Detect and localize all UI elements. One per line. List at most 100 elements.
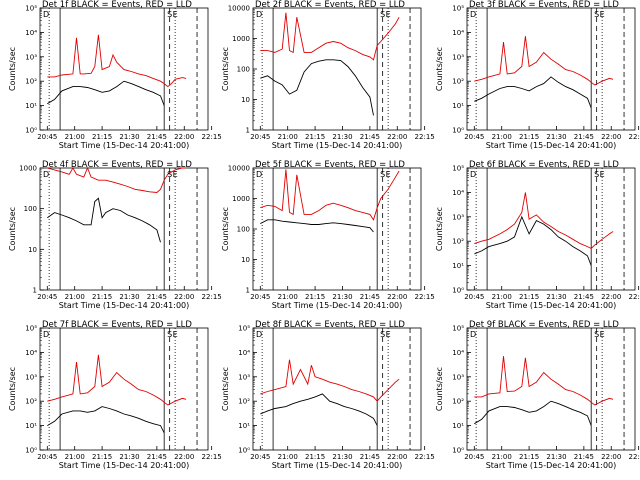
lld-series — [474, 36, 614, 86]
flag-d: D — [256, 170, 262, 179]
x-tick-label: 22:15 — [202, 453, 222, 461]
y-tick-label: 10³ — [452, 213, 464, 221]
x-tick-label: 21:30 — [332, 133, 352, 141]
x-tick-label: 22:15 — [629, 453, 640, 461]
events-series — [47, 80, 165, 106]
y-axis-label: Counts/sec — [221, 367, 230, 411]
x-tick-label: 22:15 — [629, 133, 640, 141]
y-axis-label: Counts/sec — [435, 207, 444, 251]
y-tick-label: 10 — [28, 246, 37, 254]
x-tick-label: 21:30 — [332, 293, 352, 301]
x-tick-label: 21:15 — [519, 133, 539, 141]
x-tick-label: 21:45 — [147, 453, 167, 461]
x-tick-label: 21:00 — [492, 293, 512, 301]
flag-d: D — [470, 10, 476, 19]
events-series — [474, 400, 592, 426]
x-tick-label: 22:00 — [387, 453, 407, 461]
y-tick-label: 10⁰ — [25, 447, 37, 455]
x-tick-label: 22:00 — [174, 133, 194, 141]
x-tick-label: 21:15 — [92, 133, 112, 141]
flag-s: S — [594, 10, 599, 19]
y-tick-label: 10⁰ — [238, 447, 250, 455]
y-tick-label: 10⁰ — [452, 287, 464, 295]
chart-title: Det 5f BLACK = Events, RED = LLD — [255, 160, 405, 170]
y-tick-label: 1 — [33, 287, 37, 295]
y-tick-label: 10⁵ — [238, 325, 250, 333]
y-tick-label: 10 — [241, 96, 250, 104]
x-axis-label: Start Time (15-Dec-14 20:41:00) — [486, 301, 617, 310]
x-tick-label: 21:30 — [119, 293, 139, 301]
y-tick-label: 10⁵ — [25, 5, 37, 13]
flag-s: S — [380, 170, 385, 179]
x-axis-label: Start Time (15-Dec-14 20:41:00) — [272, 461, 403, 470]
x-tick-label: 21:30 — [332, 453, 352, 461]
flag-e: E — [386, 10, 391, 19]
events-series — [47, 197, 161, 243]
x-axis-label: Start Time (15-Dec-14 20:41:00) — [272, 301, 403, 310]
plot-frame — [252, 167, 422, 291]
x-tick-label: 21:45 — [360, 293, 380, 301]
y-axis-label: Counts/sec — [221, 207, 230, 251]
chart-title: Det 6f BLACK = Events, RED = LLD — [469, 160, 619, 170]
x-tick-label: 22:00 — [601, 453, 621, 461]
y-tick-label: 10⁵ — [452, 5, 464, 13]
x-tick-label: 21:15 — [92, 293, 112, 301]
y-tick-label: 10³ — [452, 373, 464, 381]
flag-s: S — [380, 10, 385, 19]
y-tick-label: 10⁴ — [452, 29, 464, 37]
x-tick-label: 22:00 — [387, 133, 407, 141]
x-tick-label: 20:45 — [37, 133, 57, 141]
x-axis-label: Start Time (15-Dec-14 20:41:00) — [272, 141, 403, 150]
x-tick-label: 21:00 — [278, 133, 298, 141]
chart-title: Det 2f BLACK = Events, RED = LLD — [255, 0, 405, 10]
flag-d: D — [43, 170, 49, 179]
chart-title: Det 9f BLACK = Events, RED = LLD — [469, 320, 619, 330]
plot-frame — [466, 167, 636, 291]
y-axis-label: Counts/sec — [435, 367, 444, 411]
y-axis-label: Counts/sec — [8, 367, 17, 411]
x-tick-label: 20:45 — [464, 293, 484, 301]
x-tick-label: 20:45 — [250, 293, 270, 301]
plot-frame — [252, 327, 422, 451]
x-tick-label: 20:45 — [37, 453, 57, 461]
y-tick-label: 1000 — [232, 195, 250, 203]
x-tick-label: 21:15 — [519, 293, 539, 301]
x-tick-label: 20:45 — [250, 453, 270, 461]
x-axis-label: Start Time (15-Dec-14 20:41:00) — [486, 141, 617, 150]
plot-frame — [466, 327, 636, 451]
x-tick-label: 22:00 — [601, 133, 621, 141]
x-tick-label: 22:00 — [174, 293, 194, 301]
flag-e: E — [386, 330, 391, 339]
x-tick-label: 21:45 — [360, 453, 380, 461]
x-tick-label: 20:45 — [464, 133, 484, 141]
y-tick-label: 10000 — [228, 165, 250, 173]
events-series — [260, 219, 374, 233]
lld-series — [47, 166, 187, 193]
x-tick-label: 22:15 — [202, 133, 222, 141]
plot-frame — [39, 327, 209, 451]
y-tick-label: 10⁴ — [25, 349, 37, 357]
x-tick-label: 21:00 — [65, 453, 85, 461]
x-tick-label: 21:45 — [574, 453, 594, 461]
y-tick-label: 10³ — [25, 373, 37, 381]
y-axis-label: Counts/sec — [8, 207, 17, 251]
y-tick-label: 100 — [237, 226, 250, 234]
lld-series — [47, 34, 187, 88]
y-tick-label: 10² — [452, 78, 464, 86]
events-series — [260, 393, 378, 426]
x-tick-label: 21:00 — [492, 453, 512, 461]
y-tick-label: 1000 — [232, 35, 250, 43]
x-tick-label: 21:30 — [546, 453, 566, 461]
lld-series — [260, 169, 400, 221]
y-tick-label: 10⁵ — [452, 325, 464, 333]
y-tick-label: 10¹ — [25, 102, 37, 110]
y-tick-label: 10⁰ — [452, 447, 464, 455]
flag-s: S — [167, 170, 172, 179]
y-tick-label: 10¹ — [238, 422, 250, 430]
y-tick-label: 10² — [452, 238, 464, 246]
